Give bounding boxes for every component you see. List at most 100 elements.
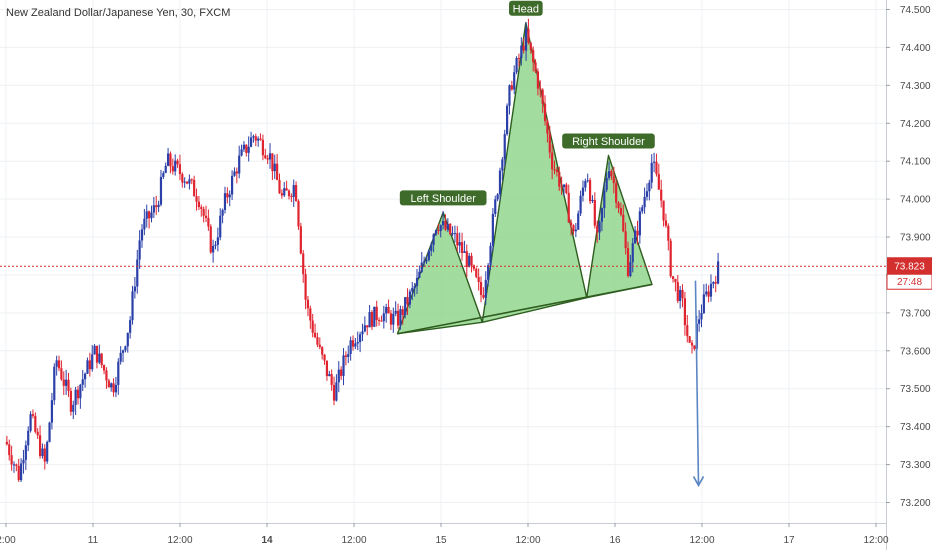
candle-body: [496, 194, 499, 200]
candle-body: [681, 289, 684, 299]
candle-body: [664, 220, 668, 226]
candle-body: [280, 193, 283, 196]
y-tick-label: 73.900: [900, 233, 931, 244]
candle-body: [415, 277, 419, 287]
x-tick-label: 11: [88, 535, 99, 546]
candle-body: [366, 325, 369, 328]
candle-body: [200, 207, 203, 209]
y-tick-label: 73.600: [900, 346, 931, 357]
candle-body: [143, 218, 146, 230]
candle-body: [636, 230, 639, 236]
chart-overlay: Left Shoulder Head Right Shoulder: [0, 0, 886, 488]
candle-body: [185, 181, 189, 184]
candle-body: [588, 180, 592, 202]
candle-body: [136, 259, 139, 287]
candle-body: [610, 171, 613, 177]
candle-body: [15, 464, 18, 466]
candle-body: [439, 225, 442, 232]
candle-body: [617, 202, 620, 208]
candle-body: [453, 233, 457, 235]
candle-body: [240, 149, 243, 156]
candle-body: [641, 207, 644, 212]
candle-body: [169, 153, 172, 167]
candle-body: [707, 291, 710, 297]
candle-body: [197, 201, 201, 208]
left-shoulder-label-bg: [399, 190, 487, 206]
candle-body: [287, 190, 291, 197]
candle-body: [382, 313, 385, 322]
candle-body: [67, 379, 70, 392]
candle-body: [648, 182, 651, 192]
y-tick-label: 74.100: [900, 157, 931, 168]
candle-body: [207, 217, 210, 227]
candle-body: [408, 291, 411, 305]
candle-body: [230, 175, 234, 195]
candle-body: [508, 85, 511, 106]
candle-body: [529, 42, 532, 51]
candle-body: [619, 207, 622, 215]
candle-body: [586, 180, 589, 182]
candle-body: [325, 360, 329, 377]
candle-body: [24, 445, 27, 460]
candle-body: [155, 205, 158, 208]
candle-body: [129, 320, 132, 333]
candle-body: [259, 138, 262, 140]
forecast-arrow-head: [692, 476, 705, 488]
candle-body: [565, 184, 568, 193]
candle-body: [394, 310, 397, 314]
candle-body: [5, 441, 8, 445]
candle-body: [105, 370, 108, 381]
candle-body: [152, 205, 155, 213]
candle-body: [183, 181, 186, 183]
candle-body: [283, 188, 286, 196]
candle-body: [176, 160, 179, 165]
candle-body: [347, 353, 350, 358]
candle-body: [406, 297, 409, 305]
candle-body: [268, 153, 272, 160]
x-tick-label: 12:00: [515, 535, 540, 546]
candle-body: [430, 244, 433, 251]
right-shoulder-label-bg: [562, 133, 655, 149]
candle-body: [351, 340, 355, 347]
candle-body: [615, 183, 618, 203]
candle-body: [489, 245, 492, 266]
candle-body: [22, 459, 25, 464]
candle-body: [660, 189, 663, 201]
candle-body: [57, 360, 61, 369]
candle-body: [472, 265, 476, 269]
candle-body: [340, 369, 343, 376]
head-and-shoulders-pattern: [396, 22, 653, 335]
candle-body: [131, 291, 134, 321]
candle-body: [233, 171, 236, 176]
y-tick-label: 73.400: [900, 422, 931, 433]
candle-body: [361, 331, 364, 335]
candle-body: [626, 248, 630, 277]
candle-body: [344, 355, 347, 358]
candle-body: [413, 286, 416, 288]
candle-body: [321, 347, 324, 355]
candle-body: [385, 307, 388, 314]
candle-body: [264, 155, 267, 159]
candle-body: [482, 295, 485, 298]
candle-body: [477, 276, 480, 283]
neckline: [397, 283, 653, 335]
candle-body: [181, 174, 184, 183]
candle-body: [79, 384, 82, 399]
candle-body: [285, 188, 288, 191]
candle-body: [484, 279, 487, 298]
candle-body: [86, 360, 89, 374]
candle-body: [638, 211, 641, 236]
candle-body: [631, 243, 634, 263]
candle-body: [209, 226, 212, 253]
candle-body: [356, 342, 359, 344]
candle-body: [676, 282, 679, 301]
candle-body: [8, 444, 11, 456]
candle-body: [458, 242, 461, 246]
candle-body: [629, 262, 632, 277]
candle-body: [456, 233, 459, 246]
candle-body: [276, 163, 279, 181]
candle-body: [470, 255, 473, 266]
candle-body: [323, 354, 326, 361]
candle-body: [252, 136, 255, 138]
